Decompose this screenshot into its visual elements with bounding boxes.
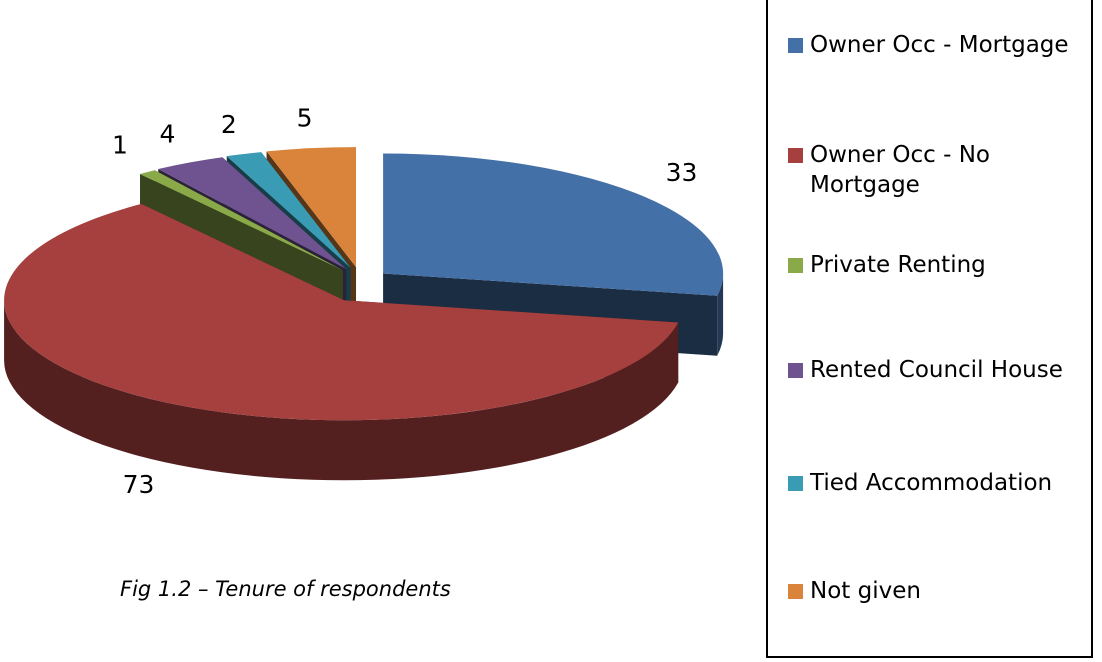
legend-swatch: [788, 363, 803, 378]
slice: [158, 157, 347, 270]
legend-swatch: [788, 258, 803, 273]
legend-label: Not given: [810, 578, 921, 604]
legend-label: Owner Occ - No Mortgage: [810, 142, 991, 198]
caption: Fig 1.2 – Tenure of respondents: [120, 577, 451, 601]
slice-wall: [717, 273, 724, 356]
slice: [139, 170, 343, 271]
chart: 33 73 1 4 2 5: [4, 104, 724, 499]
data-label: 5: [297, 104, 313, 133]
legend-label: Private Renting: [810, 252, 986, 278]
slice-wall: [4, 300, 679, 481]
slice: [383, 153, 724, 296]
slice: [226, 152, 351, 268]
slice: [4, 203, 679, 421]
legend-label: Rented Council House: [810, 357, 1063, 383]
data-label: 73: [123, 470, 155, 499]
legend-swatch: [788, 38, 803, 53]
legend-label: Owner Occ - Mortgage: [810, 32, 1069, 58]
data-label: 33: [666, 158, 698, 187]
legend-swatch: [788, 476, 803, 491]
data-label: 2: [221, 110, 237, 139]
slice: [266, 147, 357, 268]
legend-swatch: [788, 148, 803, 163]
legend-swatch: [788, 584, 803, 599]
legend-label: Tied Accommodation: [810, 470, 1053, 496]
data-label: 1: [112, 130, 128, 159]
data-label: 4: [159, 120, 175, 149]
legend: Owner Occ - Mortgage Owner Occ - No Mortg…: [766, 0, 1093, 658]
